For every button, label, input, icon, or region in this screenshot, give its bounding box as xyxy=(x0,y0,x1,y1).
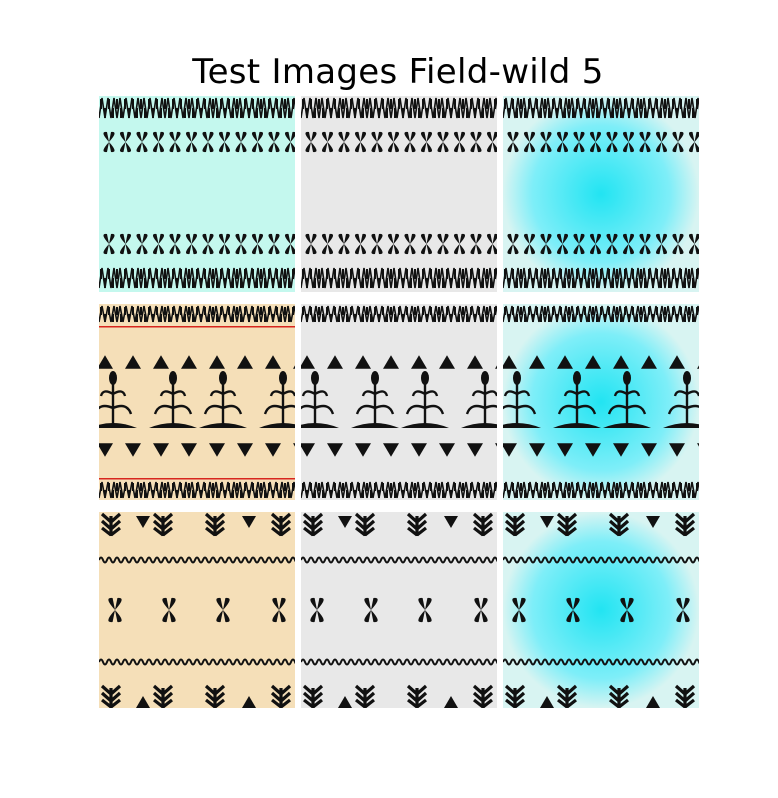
corn-stalk-pattern xyxy=(503,304,699,500)
image-tile-r1-c3 xyxy=(503,96,699,292)
corn-stalk-pattern xyxy=(99,304,295,500)
leaf-band-pattern xyxy=(503,96,699,292)
image-tile-r3-c2 xyxy=(301,512,497,708)
image-tile-r2-c2 xyxy=(301,304,497,500)
image-tile-r2-c3 xyxy=(503,304,699,500)
image-tile-r3-c3 xyxy=(503,512,699,708)
image-tile-r1-c2 xyxy=(301,96,497,292)
image-tile-r1-c1 xyxy=(99,96,295,292)
image-grid xyxy=(99,96,699,710)
figure-title: Test Images Field-wild 5 xyxy=(192,52,604,92)
image-tile-r3-c1 xyxy=(99,512,295,708)
corn-stalk-pattern xyxy=(301,304,497,500)
tree-band-pattern xyxy=(99,512,295,708)
leaf-band-pattern xyxy=(301,96,497,292)
tree-band-pattern xyxy=(301,512,497,708)
image-tile-r2-c1 xyxy=(99,304,295,500)
tree-band-pattern xyxy=(503,512,699,708)
leaf-band-pattern xyxy=(99,96,295,292)
